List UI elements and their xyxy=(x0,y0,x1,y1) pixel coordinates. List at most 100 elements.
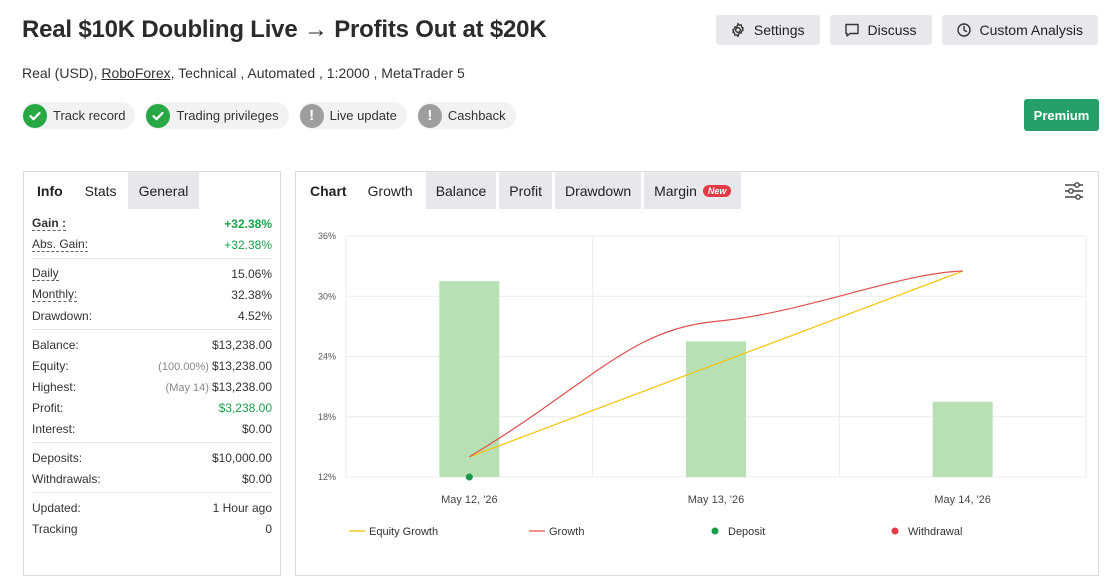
equity-growth-line xyxy=(469,270,963,458)
discuss-button[interactable]: Discuss xyxy=(829,15,932,45)
stat-value: $13,238.00 xyxy=(211,379,272,394)
stat-updated: Updated: 1 Hour ago xyxy=(32,497,272,518)
stat-profit: Profit: $3,238.00 xyxy=(32,397,272,418)
stat-label: Tracking xyxy=(32,521,78,536)
stats-tabs: Info Stats General xyxy=(24,172,280,209)
settings-button[interactable]: Settings xyxy=(715,15,820,45)
premium-button[interactable]: Premium xyxy=(1024,99,1099,131)
growth-bar xyxy=(932,401,993,477)
stat-label: Updated: xyxy=(32,500,81,515)
rates-group: Daily 15.06% Monthly: 32.38% Drawdown: 4.52… xyxy=(32,259,272,330)
tab-balance[interactable]: Balance xyxy=(425,172,497,209)
x-tick-label: May 13, '26 xyxy=(688,494,745,506)
chart-settings-icon[interactable] xyxy=(1063,180,1085,202)
tab-profit[interactable]: Profit xyxy=(499,172,552,209)
stat-equity: Equity: (100.00%) $13,238.00 xyxy=(32,355,272,376)
stat-withdrawals: Withdrawals: $0.00 xyxy=(32,468,272,489)
stat-tracking: Tracking 0 xyxy=(32,518,272,539)
stat-balance: Balance: $13,238.00 xyxy=(32,334,272,355)
account-type: Real (USD), xyxy=(22,65,98,81)
stat-value: 4.52% xyxy=(237,308,272,323)
stat-value: +32.38% xyxy=(224,216,272,231)
stat-value-wrap: (May 14) $13,238.00 xyxy=(166,380,272,394)
stat-value: 0 xyxy=(265,521,272,536)
custom-analysis-button[interactable]: Custom Analysis xyxy=(941,15,1098,45)
badge-track-record: Track record xyxy=(22,102,136,129)
custom-analysis-label: Custom Analysis xyxy=(979,22,1083,38)
top-actions: Settings Discuss Custom Analysis xyxy=(715,15,1098,45)
x-tick-label: May 12, '26 xyxy=(441,494,498,506)
new-badge: New xyxy=(702,184,732,197)
stat-label: Deposits: xyxy=(32,450,83,465)
stat-daily: Daily 15.06% xyxy=(32,263,272,284)
exclamation-icon: ! xyxy=(417,103,442,128)
badge-cashback: ! Cashback xyxy=(416,102,516,129)
stats-panel: Info Stats General Gain : +32.38% Abs. Ga… xyxy=(23,171,281,576)
y-tick-label: 12% xyxy=(318,472,336,482)
legend-equity-growth-label: Equity Growth xyxy=(369,526,438,538)
page-title: Real $10K Doubling Live → Profits Out at… xyxy=(22,16,547,43)
stat-value: $13,238.00 xyxy=(211,358,272,373)
stat-label: Interest: xyxy=(32,421,76,436)
clock-icon xyxy=(956,23,971,37)
y-tick-label: 24% xyxy=(318,352,336,362)
broker-link[interactable]: RoboForex xyxy=(101,65,171,81)
badge-trading-privileges: Trading privileges xyxy=(145,102,289,129)
stat-value: $0.00 xyxy=(241,421,272,436)
stat-value: 15.06% xyxy=(231,266,272,281)
stat-value-wrap: (100.00%) $13,238.00 xyxy=(158,359,272,373)
stat-prefix: (100.00%) xyxy=(158,360,209,373)
legend-deposit-swatch xyxy=(711,527,719,535)
updated-group: Updated: 1 Hour ago Tracking 0 xyxy=(32,493,272,542)
exclamation-icon: ! xyxy=(299,103,324,128)
stat-value: $13,238.00 xyxy=(211,337,272,352)
deposits-group: Deposits: $10,000.00 Withdrawals: $0.00 xyxy=(32,443,272,493)
stat-highest: Highest: (May 14) $13,238.00 xyxy=(32,376,272,397)
tab-info[interactable]: Info xyxy=(24,172,74,209)
account-details: Real (USD), RoboForex, Technical , Autom… xyxy=(22,65,465,81)
badge-label: Track record xyxy=(53,108,126,123)
y-tick-label: 18% xyxy=(318,412,336,422)
chat-icon xyxy=(844,23,859,37)
tab-margin-label: Margin xyxy=(654,182,697,199)
stat-label[interactable]: Monthly: xyxy=(32,286,78,302)
stat-label[interactable]: Abs. Gain: xyxy=(32,236,89,252)
badge-live-update: ! Live update xyxy=(298,102,407,129)
legend-deposit-label: Deposit xyxy=(728,526,765,538)
stat-value: 1 Hour ago xyxy=(212,500,272,515)
badge-label: Trading privileges xyxy=(176,108,279,123)
deposit-point xyxy=(465,473,473,481)
stat-label[interactable]: Gain : xyxy=(32,215,67,231)
y-tick-label: 30% xyxy=(318,291,336,301)
stat-value: 32.38% xyxy=(231,287,272,302)
stat-label: Drawdown: xyxy=(32,308,93,323)
account-details-text: , Technical , Automated , 1:2000 , MetaT… xyxy=(170,65,465,81)
x-tick-label: May 14, '26 xyxy=(934,494,991,506)
y-tick-label: 36% xyxy=(318,231,336,241)
stats-body: Gain : +32.38% Abs. Gain: +32.38% Daily 15.… xyxy=(24,209,280,542)
verification-badges: Track record Trading privileges ! Live u… xyxy=(22,102,516,129)
growth-bar xyxy=(439,281,500,477)
tab-growth[interactable]: Growth xyxy=(357,172,423,209)
tab-chart[interactable]: Chart xyxy=(296,172,355,209)
tab-general[interactable]: General xyxy=(127,172,200,209)
stat-monthly: Monthly: 32.38% xyxy=(32,284,272,305)
stat-label: Profit: xyxy=(32,400,64,415)
chart-panel: Chart Growth Balance Profit Drawdown Mar… xyxy=(295,171,1099,576)
stat-gain: Gain : +32.38% xyxy=(32,213,272,234)
legend-growth-label: Growth xyxy=(549,526,584,538)
badge-label: Cashback xyxy=(447,108,506,123)
legend-withdrawal-swatch xyxy=(891,527,899,535)
growth-chart: 36% 30% 24% 18% 12% May 12, '26 May 13, '26 May… xyxy=(318,231,1087,538)
tab-stats[interactable]: Stats xyxy=(73,172,128,209)
check-icon xyxy=(146,103,171,128)
stat-label[interactable]: Daily xyxy=(32,265,59,281)
growth-bar xyxy=(686,341,746,477)
tab-drawdown[interactable]: Drawdown xyxy=(554,172,642,209)
legend-withdrawal-label: Withdrawal xyxy=(908,526,962,538)
growth-line xyxy=(469,270,963,458)
tab-margin[interactable]: Margin New xyxy=(644,172,742,209)
chart-tabs: Chart Growth Balance Profit Drawdown Mar… xyxy=(296,172,1098,209)
discuss-label: Discuss xyxy=(867,22,917,38)
stat-label: Equity: xyxy=(32,358,69,373)
